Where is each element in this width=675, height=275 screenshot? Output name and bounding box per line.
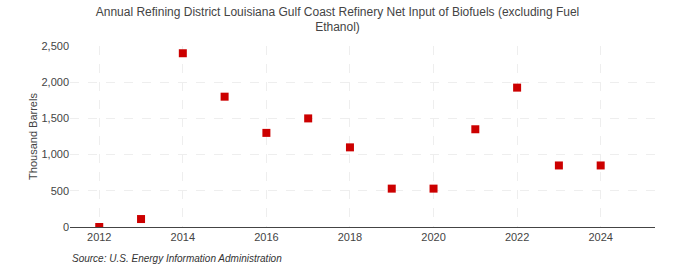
svg-text:0: 0 xyxy=(63,221,69,233)
svg-text:500: 500 xyxy=(51,185,69,197)
svg-text:2022: 2022 xyxy=(505,231,529,243)
svg-text:2,000: 2,000 xyxy=(41,76,69,88)
svg-text:2024: 2024 xyxy=(588,231,612,243)
svg-text:2012: 2012 xyxy=(87,231,111,243)
svg-text:Annual Refining District Louis: Annual Refining District Louisiana Gulf … xyxy=(96,5,580,35)
svg-text:2016: 2016 xyxy=(254,231,278,243)
svg-text:2014: 2014 xyxy=(171,231,195,243)
svg-text:1,500: 1,500 xyxy=(41,112,69,124)
svg-text:2,500: 2,500 xyxy=(41,40,69,52)
svg-text:2018: 2018 xyxy=(338,231,362,243)
svg-text:2020: 2020 xyxy=(421,231,445,243)
svg-text:Source: U.S. Energy Informatio: Source: U.S. Energy Information Administ… xyxy=(72,253,282,264)
svg-text:1,000: 1,000 xyxy=(41,148,69,160)
svg-text:Thousand Barrels: Thousand Barrels xyxy=(27,93,39,180)
